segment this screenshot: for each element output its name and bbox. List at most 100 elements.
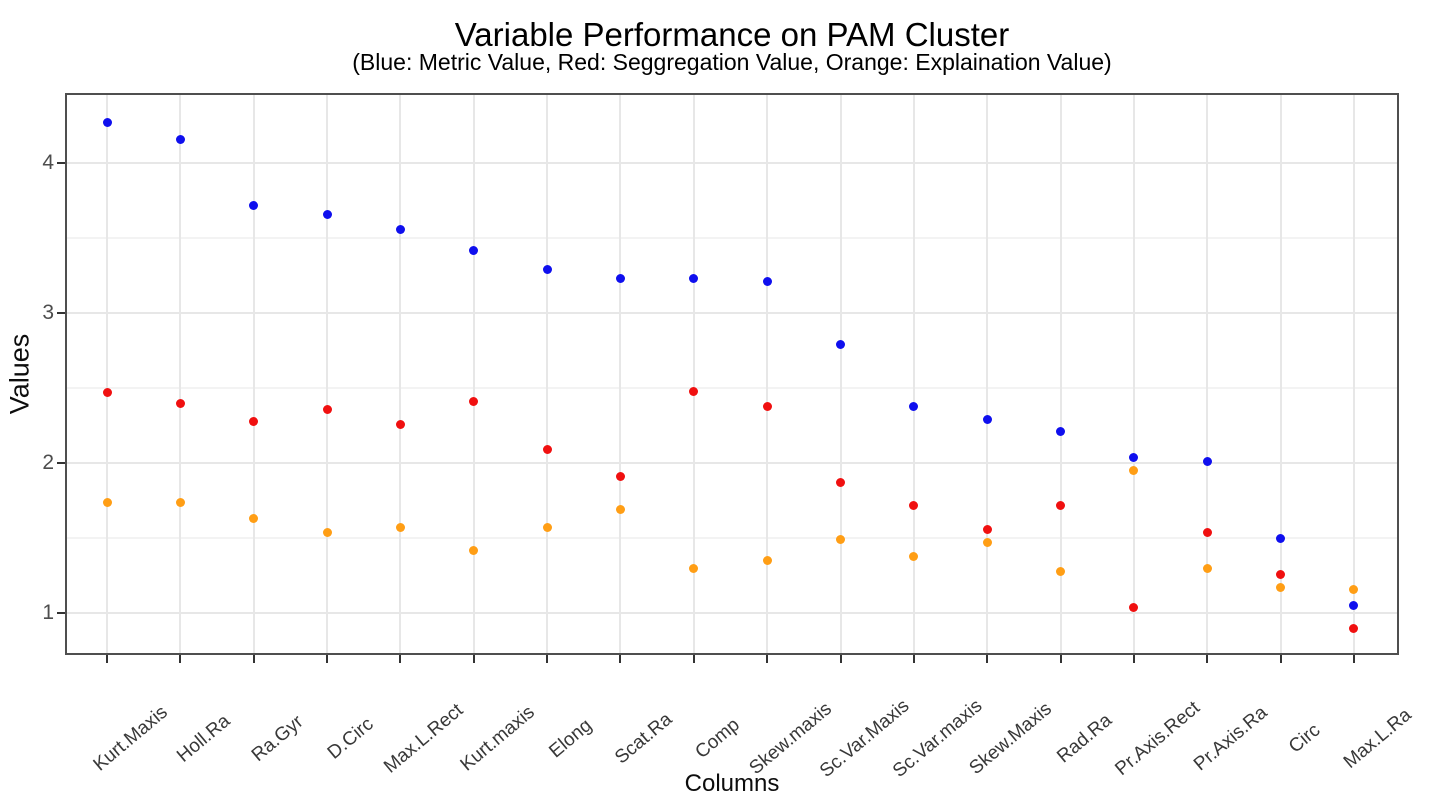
- data-point-blue: [542, 265, 552, 274]
- x-tick-label: Ra.Gyr: [247, 711, 308, 767]
- x-tick-label: Max.L.Ra: [1339, 704, 1416, 773]
- data-point-blue: [102, 118, 112, 127]
- y-axis-tick: [57, 162, 65, 164]
- data-point-red: [469, 397, 479, 406]
- data-point-orange: [762, 556, 772, 565]
- data-point-blue: [1056, 427, 1066, 436]
- category-gridline: [472, 95, 475, 653]
- x-axis-tick: [1279, 655, 1282, 663]
- x-axis-tick: [839, 655, 842, 663]
- data-point-orange: [909, 551, 919, 561]
- data-point-orange: [982, 538, 992, 547]
- data-point-red: [542, 445, 552, 454]
- x-tick-label: Kurt.Maxis: [89, 701, 172, 776]
- data-point-orange: [469, 545, 479, 555]
- category-gridline: [546, 95, 549, 653]
- data-point-blue: [1349, 601, 1359, 610]
- x-axis-tick: [692, 655, 695, 663]
- minor-gridline: [67, 387, 1397, 389]
- data-point-red: [102, 388, 112, 397]
- minor-gridline: [67, 237, 1397, 239]
- data-point-orange: [249, 514, 259, 523]
- data-point-blue: [615, 274, 625, 283]
- x-axis-tick: [399, 655, 402, 663]
- data-point-red: [1202, 527, 1212, 537]
- x-axis-title: Columns: [684, 770, 780, 797]
- data-point-red: [762, 401, 772, 411]
- data-point-blue: [1202, 457, 1212, 466]
- chart-title: Variable Performance on PAM Cluster: [454, 16, 1010, 53]
- x-axis-tick: [1352, 655, 1355, 663]
- category-gridline: [1279, 95, 1282, 653]
- x-axis-tick: [1206, 655, 1209, 663]
- data-point-red: [1349, 623, 1359, 633]
- data-point-red: [322, 404, 332, 414]
- x-axis-tick: [252, 655, 255, 663]
- category-gridline: [326, 95, 329, 653]
- data-point-orange: [395, 523, 405, 532]
- data-point-blue: [762, 277, 772, 286]
- data-point-red: [175, 398, 185, 408]
- data-point-orange: [542, 523, 552, 532]
- data-point-orange: [615, 505, 625, 514]
- data-point-red: [689, 386, 699, 396]
- data-point-blue: [1276, 533, 1286, 543]
- category-gridline: [106, 95, 108, 653]
- data-point-red: [1129, 602, 1139, 612]
- x-tick-label: Comp: [691, 714, 744, 763]
- data-point-orange: [836, 535, 845, 544]
- data-point-red: [982, 524, 992, 534]
- data-point-red: [615, 472, 625, 481]
- x-tick-label: Pr.Axis.Rect: [1111, 697, 1204, 780]
- major-gridline: [67, 612, 1397, 614]
- category-gridline: [399, 95, 402, 653]
- data-point-blue: [1129, 452, 1139, 462]
- y-axis-title: Values: [4, 333, 35, 415]
- category-gridline: [1132, 95, 1135, 653]
- category-gridline: [179, 95, 182, 653]
- data-point-blue: [689, 274, 699, 283]
- data-point-orange: [175, 497, 185, 507]
- data-point-orange: [1349, 584, 1359, 594]
- category-gridline: [839, 95, 842, 653]
- x-axis-tick: [179, 655, 182, 663]
- minor-gridline: [67, 537, 1397, 539]
- data-point-red: [1056, 500, 1066, 510]
- data-point-blue: [395, 224, 405, 234]
- category-gridline: [1059, 95, 1062, 653]
- x-tick-label: Holl.Ra: [173, 710, 235, 767]
- x-tick-label: Rad.Ra: [1052, 709, 1116, 768]
- y-tick-label: 2: [42, 451, 54, 474]
- data-point-orange: [1202, 563, 1212, 573]
- category-gridline: [986, 95, 989, 653]
- major-gridline: [67, 162, 1397, 164]
- x-axis-tick: [912, 655, 915, 663]
- major-gridline: [67, 312, 1397, 314]
- x-axis-tick: [326, 655, 329, 663]
- data-point-blue: [249, 200, 259, 210]
- chart-subtitle-legend: (Blue: Metric Value, Red: Seggregation V…: [352, 49, 1112, 75]
- major-gridline: [67, 462, 1397, 464]
- data-point-orange: [689, 563, 699, 573]
- data-point-red: [249, 416, 259, 426]
- x-axis-tick: [546, 655, 549, 663]
- category-gridline: [1352, 95, 1355, 653]
- x-axis-tick: [1059, 655, 1062, 663]
- data-point-blue: [982, 415, 992, 424]
- x-tick-label: Max.L.Rect: [380, 699, 468, 778]
- category-gridline: [912, 95, 915, 653]
- x-tick-label: Elong: [545, 714, 597, 763]
- data-point-blue: [175, 134, 185, 144]
- category-gridline: [766, 95, 769, 653]
- data-point-blue: [322, 209, 332, 219]
- data-point-orange: [322, 527, 332, 537]
- category-gridline: [1206, 95, 1209, 653]
- data-point-blue: [836, 340, 845, 349]
- data-point-red: [909, 500, 919, 510]
- data-point-blue: [909, 401, 919, 411]
- y-axis-tick: [57, 312, 65, 314]
- data-point-orange: [1129, 466, 1139, 475]
- x-axis-tick: [986, 655, 989, 663]
- data-point-blue: [469, 245, 479, 255]
